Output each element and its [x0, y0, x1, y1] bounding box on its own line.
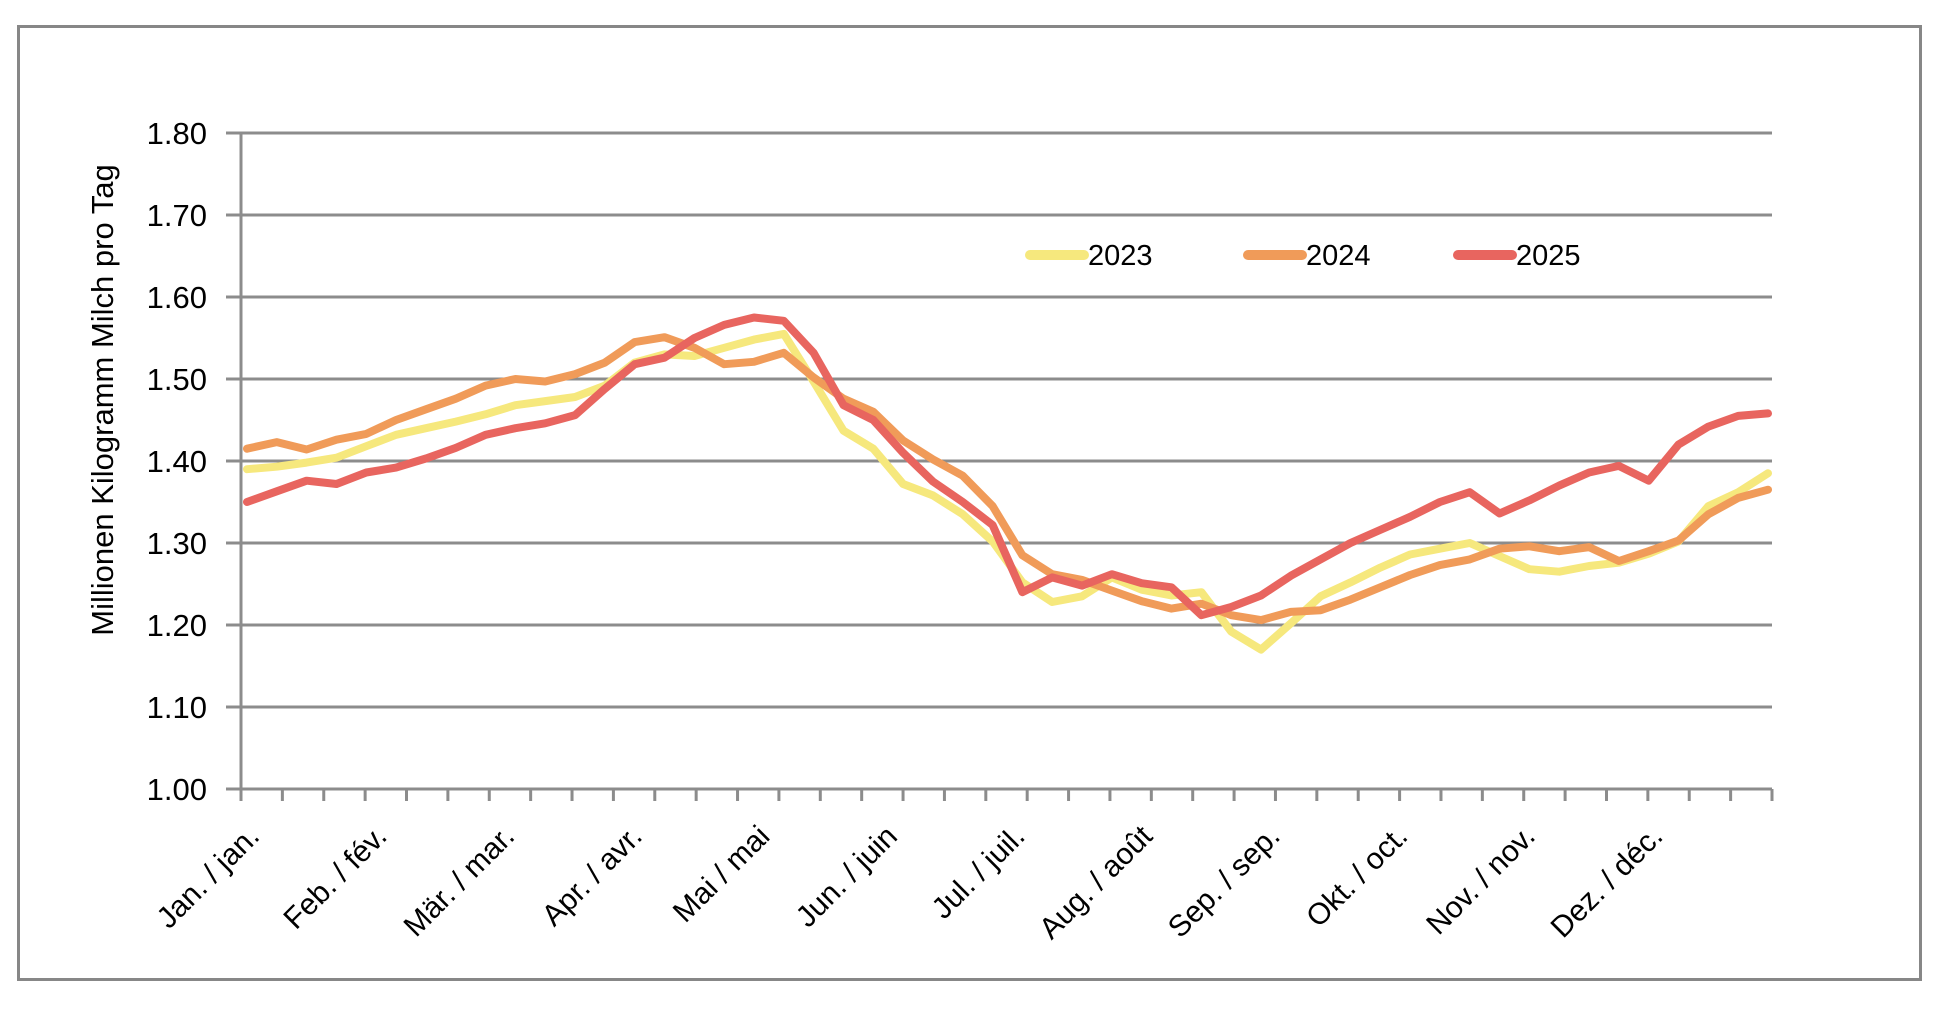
y-axis-title: Millionen Kilogramm Milch pro Tag: [85, 164, 120, 636]
y-axis-tick-label: 1.80: [147, 116, 207, 151]
x-axis-labels: Jan. / jan. Feb. / fév. Mär. / mar. Apr. / …: [151, 819, 1670, 945]
y-axis-tick-label: 1.60: [147, 280, 207, 315]
legend-label: 2023: [1088, 240, 1153, 272]
x-axis-month-label: Jan. / jan.: [151, 820, 266, 935]
y-axis-tick-label: 1.50: [147, 362, 207, 397]
x-axis-month-label: Mär. / mar.: [398, 820, 522, 944]
x-axis-month-label: Sep. / sep.: [1162, 820, 1287, 945]
y-axis-tick-label: 1.40: [147, 444, 207, 479]
gridlines: [241, 131, 1772, 791]
x-axis-month-label: Dez. / déc.: [1545, 820, 1670, 945]
y-axis-ticks: 1.00 1.10 1.20 1.30 1.40 1.50 1.60 1.70 1.80: [147, 116, 241, 807]
legend-item-2023: 2023: [1025, 240, 1153, 272]
legend-label: 2025: [1516, 240, 1581, 272]
series-line-2024: [243, 333, 1772, 625]
y-axis-tick-label: 1.00: [147, 772, 207, 807]
legend-item-2024: 2024: [1243, 240, 1371, 272]
y-axis-tick-label: 1.20: [147, 608, 207, 643]
series-lines: [243, 313, 1772, 654]
x-axis-ticks: [239, 789, 1774, 801]
legend: 2023 2024 2025: [1005, 236, 1677, 284]
legend-label: 2024: [1306, 240, 1371, 272]
legend-background: [1005, 236, 1677, 284]
x-axis-month-label: Apr. / avr.: [536, 820, 649, 933]
y-axis-tick-label: 1.70: [147, 198, 207, 233]
x-axis-month-label: Jun. / juin: [790, 820, 904, 934]
series-line-2025: [243, 313, 1772, 620]
x-axis-month-label: Feb. / fév.: [277, 820, 393, 936]
x-axis-month-label: Okt. / oct.: [1300, 820, 1414, 934]
x-axis-month-label: Jul. / juil.: [926, 820, 1032, 926]
y-axis-tick-label: 1.10: [147, 690, 207, 725]
y-axis-tick-label: 1.30: [147, 526, 207, 561]
legend-item-2025: 2025: [1453, 240, 1581, 272]
x-axis-month-label: Aug. / août: [1033, 819, 1159, 945]
x-axis-month-label: Mai / mai: [667, 820, 776, 929]
x-axis-month-label: Nov. / nov.: [1420, 820, 1542, 942]
